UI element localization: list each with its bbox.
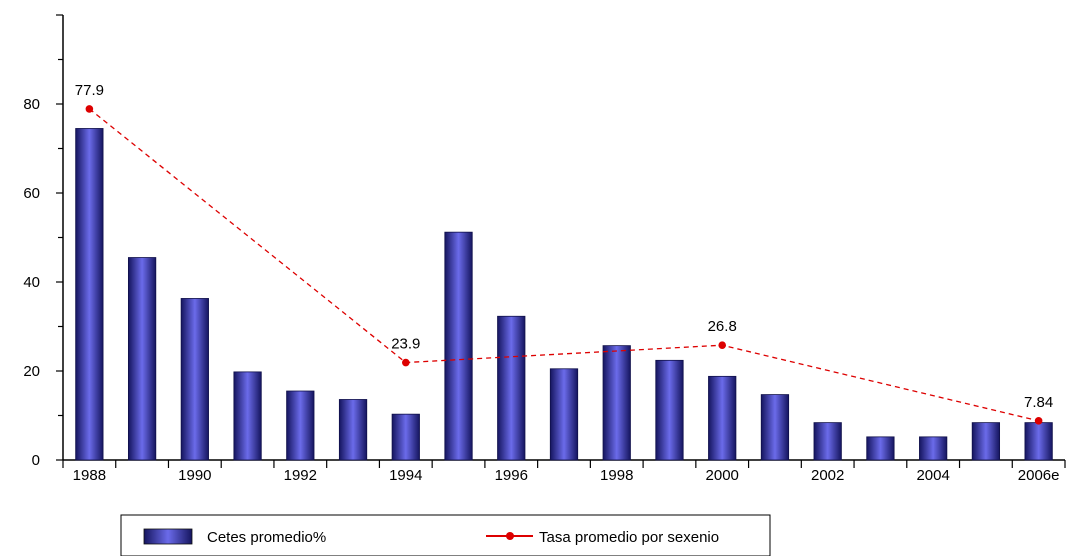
bar	[1024, 422, 1053, 461]
data-label: 77.9	[75, 82, 104, 99]
x-tick-label: 1990	[178, 467, 211, 484]
line-point	[718, 341, 727, 349]
bar	[497, 315, 526, 461]
bar	[286, 390, 315, 461]
legend-label-bars: Cetes promedio%	[207, 529, 326, 546]
x-tick-label: 2002	[811, 467, 844, 484]
bar	[391, 413, 420, 461]
line-point	[85, 105, 94, 113]
x-tick-label: 1998	[600, 467, 633, 484]
legend-box	[120, 514, 771, 556]
legend: Cetes promedio% Tasa promedio por sexeni…	[120, 514, 771, 556]
x-tick-label: 2006e	[1018, 467, 1060, 484]
line-series: 77.9 23.9 26.8 7.84	[75, 82, 1053, 425]
bar	[338, 399, 368, 461]
bar	[655, 359, 684, 461]
x-tick-label: 1994	[389, 467, 422, 484]
bar	[444, 231, 473, 461]
x-tick-label: 1996	[495, 467, 528, 484]
bar	[602, 345, 631, 461]
bar	[971, 422, 1001, 461]
series-line	[88, 108, 1039, 422]
x-tick-label: 1992	[284, 467, 317, 484]
data-label: 7.84	[1024, 394, 1053, 411]
bar	[180, 298, 209, 461]
bar	[813, 422, 842, 461]
data-label: 23.9	[391, 336, 420, 353]
y-tick-label: 0	[32, 452, 40, 469]
line-point	[401, 358, 410, 367]
line-point	[1034, 417, 1043, 425]
legend-bar-swatch	[143, 528, 193, 545]
y-tick-label: 80	[23, 96, 40, 113]
bar	[233, 371, 262, 461]
x-tick-label: 2000	[706, 467, 739, 484]
axes: 0 20 40 60 80 1988 1990 1992 1994 1996 1998 2000 200…	[23, 14, 1066, 484]
y-tick-label: 60	[23, 185, 40, 202]
bar	[549, 368, 579, 461]
bar	[919, 436, 948, 461]
bar	[75, 128, 104, 461]
x-tick-label: 1988	[73, 467, 106, 484]
x-tick-label: 2004	[916, 467, 949, 484]
bar-series	[75, 128, 1053, 461]
bar	[866, 436, 895, 461]
bar	[760, 394, 790, 461]
y-tick-label: 40	[23, 274, 40, 291]
legend-label-line: Tasa promedio por sexenio	[539, 529, 719, 546]
y-tick-label: 20	[23, 363, 40, 380]
legend-line-marker	[506, 532, 514, 540]
bar	[127, 257, 157, 461]
data-label: 26.8	[708, 318, 737, 335]
bar	[708, 375, 737, 461]
